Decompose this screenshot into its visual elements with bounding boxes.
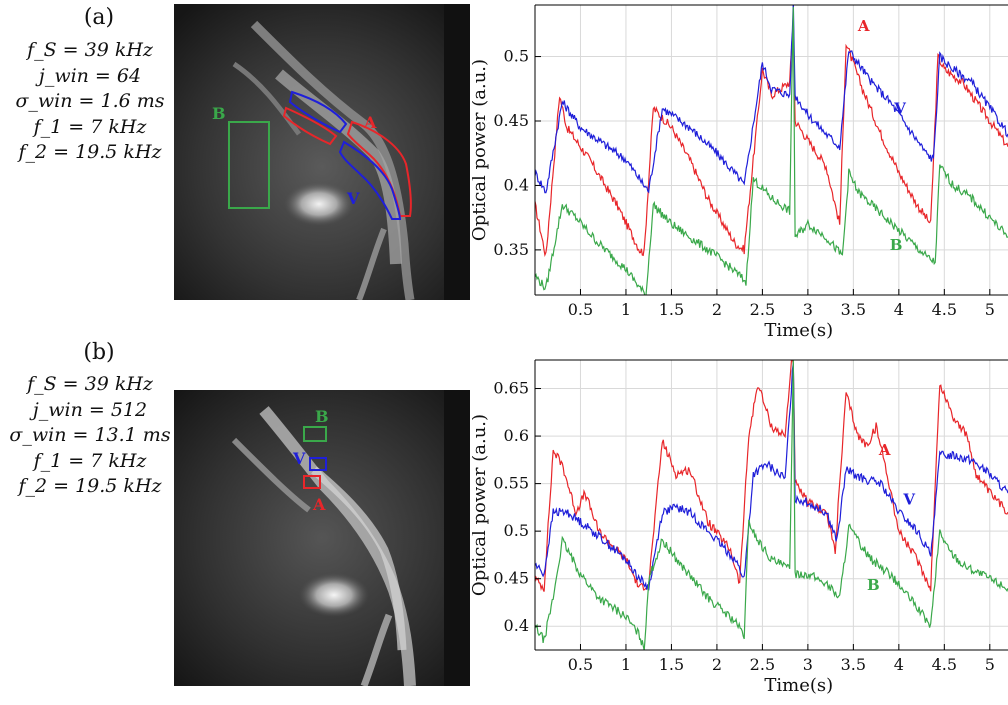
img-a-label-b: B (212, 104, 226, 123)
series-line-V (535, 5, 1008, 194)
x-tick-label: 5 (985, 300, 995, 319)
x-tick-label: 1 (621, 655, 631, 674)
panel-a-vessel-image: B A V (174, 4, 470, 300)
series-label-A: A (878, 441, 891, 459)
x-tick-label: 4 (894, 655, 904, 674)
x-tick-label: 4.5 (932, 655, 957, 674)
x-tick-label: 2.5 (750, 300, 775, 319)
panel-a-label: (a) (83, 5, 115, 30)
y-tick-label: 0.55 (493, 474, 529, 493)
roi-a-outline-top (282, 106, 338, 146)
x-tick-label: 2 (712, 300, 722, 319)
roi-v-box (309, 457, 327, 471)
x-tick-label: 0.5 (568, 300, 593, 319)
series-label-A: A (857, 17, 870, 35)
panel-b-vessel-image: B V A (174, 390, 470, 686)
series-line-V (535, 363, 1008, 591)
param-f2: f_2 = 19.5 kHz (18, 141, 162, 163)
x-tick-label: 3 (803, 655, 813, 674)
roi-b-box (228, 121, 270, 209)
y-axis-label: Optical power (a.u.) (472, 414, 490, 596)
param-sigma-win: σ_win = 1.6 ms (15, 90, 165, 112)
x-tick-label: 4 (894, 300, 904, 319)
param-f2: f_2 = 19.5 kHz (18, 475, 162, 497)
chart-a: A V B 0.5 1 1.5 2 2.5 3 3.5 4 4.5 5 0.35 0.4 0.45 0.5 Tim… (472, 0, 1008, 350)
series-line-A (535, 360, 1008, 592)
param-jwin: j_win = 64 (38, 64, 142, 87)
x-axis-label: Time(s) (764, 675, 833, 696)
param-f1: f_1 = 7 kHz (33, 449, 147, 472)
series-line-B (535, 360, 1008, 650)
y-tick-label: 0.45 (493, 569, 529, 588)
param-fs: f_S = 39 kHz (27, 373, 153, 395)
x-tick-label: 3.5 (841, 655, 866, 674)
roi-b-box (303, 426, 327, 442)
param-f1: f_1 = 7 kHz (33, 115, 147, 138)
y-tick-label: 0.5 (504, 47, 529, 66)
img-b-label-b: B (315, 407, 329, 426)
x-tick-label: 2 (712, 655, 722, 674)
series-label-V: V (902, 491, 915, 509)
chart-b: A V B 0.5 1 1.5 2 2.5 3 3.5 4 4.5 5 0.4 0.45 0.5 0.55 0.6… (472, 355, 1008, 705)
x-tick-label: 1 (621, 300, 631, 319)
param-fs: f_S = 39 kHz (27, 39, 153, 61)
y-tick-label: 0.4 (504, 616, 529, 635)
panel-b-label: (b) (83, 340, 115, 365)
y-tick-label: 0.45 (493, 111, 529, 130)
y-tick-label: 0.35 (493, 240, 529, 259)
x-tick-label: 0.5 (568, 655, 593, 674)
img-a-label-a: A (363, 113, 377, 132)
x-tick-label: 1.5 (659, 655, 684, 674)
x-tick-label: 3 (803, 300, 813, 319)
series-label-B: B (890, 236, 903, 254)
img-b-label-v: V (292, 449, 306, 468)
x-tick-label: 4.5 (932, 300, 957, 319)
y-tick-label: 0.5 (504, 521, 529, 540)
roi-v-outline-top (288, 90, 348, 134)
param-jwin: j_win = 512 (32, 398, 148, 421)
panel-b-params: f_S = 39 kHz j_win = 512 σ_win = 13.1 ms… (0, 372, 180, 500)
roi-v-outline-main (338, 140, 402, 220)
panel-a-params: f_S = 39 kHz j_win = 64 σ_win = 1.6 ms f… (0, 38, 180, 166)
x-tick-label: 3.5 (841, 300, 866, 319)
series-line-B (535, 6, 1008, 295)
y-tick-label: 0.6 (504, 426, 529, 445)
y-axis-label: Optical power (a.u.) (472, 59, 490, 241)
x-tick-label: 5 (985, 655, 995, 674)
param-sigma-win: σ_win = 13.1 ms (9, 424, 171, 446)
series-label-B: B (867, 576, 880, 594)
x-tick-label: 1.5 (659, 300, 684, 319)
img-b-label-a: A (312, 495, 326, 514)
y-tick-label: 0.65 (493, 379, 529, 398)
y-tick-label: 0.4 (504, 175, 529, 194)
x-tick-label: 2.5 (750, 655, 775, 674)
x-axis-label: Time(s) (764, 320, 833, 341)
series-label-V: V (893, 99, 906, 117)
img-a-label-v: V (346, 189, 360, 208)
roi-a-box (303, 475, 321, 489)
